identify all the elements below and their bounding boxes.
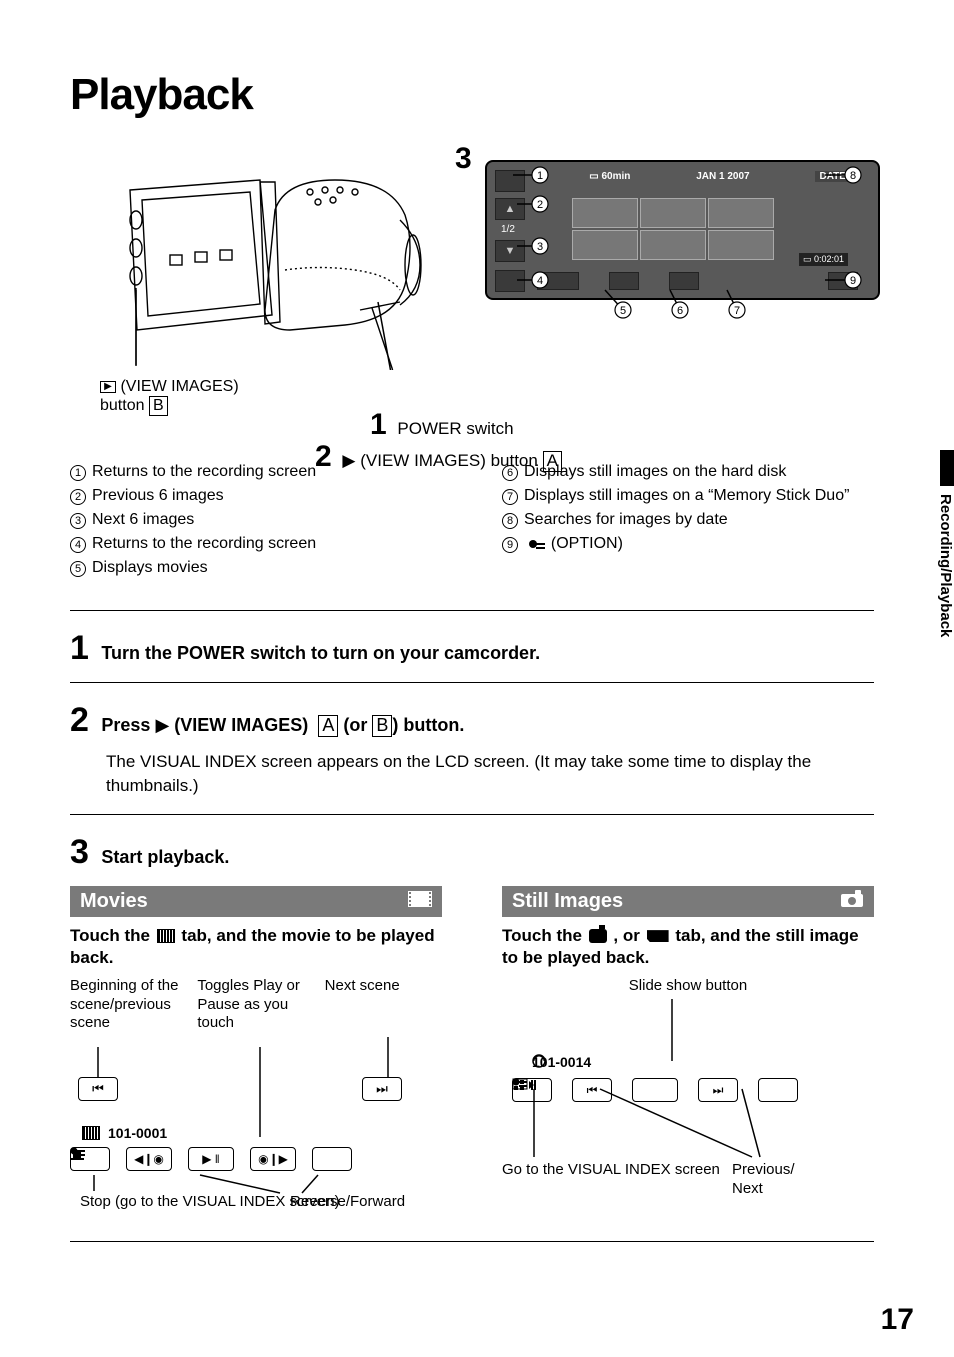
divider (70, 814, 874, 815)
label-play-pause: Toggles Play or Pause as you touch (197, 977, 314, 1033)
step-2-num: 2 (70, 701, 89, 740)
btn-slideshow (632, 1078, 678, 1102)
step-1-marker: 1 (370, 408, 387, 442)
legend-5: Displays movies (92, 559, 208, 576)
legend-1: Returns to the recording screen (92, 463, 316, 480)
movies-diagram: Beginning of the scene/previous scene To… (70, 977, 442, 1237)
letter-a-box: A (543, 451, 562, 472)
divider (70, 682, 874, 683)
label-prev-scene: Beginning of the scene/previous scene (70, 977, 187, 1033)
page-number: 17 (881, 1303, 914, 1337)
btn-goto-index (512, 1078, 552, 1102)
step-1-num: 1 (70, 629, 89, 668)
label-slideshow: Slide show button (502, 977, 874, 994)
movies-header: Movies (70, 886, 442, 917)
btn-option (312, 1147, 352, 1171)
step-1: 1 Turn the POWER switch to turn on your … (70, 629, 874, 668)
label-prev-next: Previous/Next (732, 1161, 795, 1199)
still-subhead: Touch the , or tab, and the still image … (502, 925, 874, 969)
step-2-end: ) button. (392, 715, 464, 735)
legend-7: Displays still images on a “Memory Stick… (524, 487, 849, 504)
side-tab-text: Recording/Playback (937, 494, 954, 637)
step-2-or: (or (343, 715, 367, 735)
film-icon (408, 891, 432, 912)
btn-still-prev: ⏮ (572, 1078, 612, 1102)
page-title: Playback (70, 70, 874, 120)
option-icon (528, 537, 546, 551)
legend-3: Next 6 images (92, 511, 194, 528)
movies-subhead: Touch the tab, and the movie to be playe… (70, 925, 442, 969)
svg-text:2: 2 (537, 199, 543, 211)
svg-text:6: 6 (677, 305, 683, 317)
play-icon: ▶ (100, 381, 116, 393)
legend-2: Previous 6 images (92, 487, 224, 504)
camera-tab-icon (589, 929, 607, 943)
svg-text:7: 7 (734, 305, 740, 317)
movie-player-bar: ⏮ ⏭ 101-0001 ◀❙◉ ▶ ‖ ◉❙▶ (70, 1077, 410, 1187)
btn-stop (70, 1147, 110, 1171)
power-switch-label: 1 POWER switch (370, 408, 514, 442)
step-2-body: The VISUAL INDEX screen appears on the L… (106, 750, 874, 798)
view-images-a-label: 2 ▶ (VIEW IMAGES) button A (315, 440, 562, 474)
step-2-viewimages: (VIEW IMAGES) (174, 715, 308, 735)
letter-a-box: A (318, 715, 338, 737)
memorystick-tab-icon (647, 930, 669, 942)
legend-4: Returns to the recording screen (92, 535, 316, 552)
step-3: 3 Start playback. (70, 833, 874, 872)
top-diagram: ▶ (VIEW IMAGES) button B 3 ✕ ▭ 60min JAN… (70, 160, 874, 440)
film-tab-icon (157, 929, 175, 943)
btn-forward: ◉❙▶ (250, 1147, 296, 1171)
step-2: 2 Press ▶ (VIEW IMAGES) A (or B) button.… (70, 701, 874, 798)
btn-play-pause: ▶ ‖ (188, 1147, 234, 1171)
svg-text:9: 9 (850, 275, 856, 287)
still-header: Still Images (502, 886, 874, 917)
label-revfwd: Reverse/Forward (290, 1193, 405, 1210)
svg-text:5: 5 (620, 305, 626, 317)
btn-still-option (758, 1078, 798, 1102)
film-icon (82, 1126, 100, 1140)
still-diagram: Slide show button 101-0014 ⏮ (502, 977, 874, 1217)
label-next-scene: Next scene (325, 977, 442, 1033)
play-icon: ▶ (155, 715, 169, 735)
legend-8: Searches for images by date (524, 511, 728, 528)
callout-legend: 1Returns to the recording screen 2Previo… (70, 460, 874, 580)
lcd-callouts: 1 2 3 4 5 6 7 8 9 (455, 152, 895, 322)
view-images-text: (VIEW IMAGES) (120, 378, 238, 395)
movies-column: Movies Touch the tab, and the movie to b… (70, 886, 442, 1237)
svg-text:3: 3 (537, 241, 543, 253)
svg-text:1: 1 (537, 170, 543, 182)
step-3-title: Start playback. (101, 847, 229, 867)
play-icon: ▶ (342, 451, 355, 470)
view-images-button-b-label: ▶ (VIEW IMAGES) button B (100, 378, 239, 416)
still-player-bar: 101-0014 ⏮ ⏭ (502, 1024, 842, 1134)
side-tab: Recording/Playback (924, 450, 954, 650)
btn-prev-scene: ⏮ (78, 1077, 118, 1101)
svg-text:8: 8 (850, 170, 856, 182)
label-goto-index: Go to the VISUAL INDEX screen (502, 1161, 720, 1180)
legend-6: Displays still images on the hard disk (524, 463, 786, 480)
camera-icon (840, 890, 864, 913)
step-2-press: Press (101, 715, 150, 735)
step-2-marker: 2 (315, 440, 332, 474)
legend-9: (OPTION) (551, 535, 623, 552)
movie-filecode: 101-0001 (80, 1125, 167, 1141)
button-word: button (100, 397, 144, 414)
letter-b-box: B (372, 715, 392, 737)
svg-text:4: 4 (537, 275, 543, 287)
camcorder-illustration (100, 160, 430, 370)
still-filecode: 101-0014 (532, 1054, 591, 1070)
divider (70, 610, 874, 611)
btn-next-scene: ⏭ (362, 1077, 402, 1101)
side-tab-marker (940, 450, 954, 486)
letter-b-box: B (149, 396, 168, 416)
btn-still-next: ⏭ (698, 1078, 738, 1102)
divider (70, 1241, 874, 1242)
btn-reverse: ◀❙◉ (126, 1147, 172, 1171)
step-1-title: Turn the POWER switch to turn on your ca… (101, 643, 540, 663)
still-column: Still Images Touch the , or tab, and the… (502, 886, 874, 1237)
step-3-num: 3 (70, 833, 89, 872)
